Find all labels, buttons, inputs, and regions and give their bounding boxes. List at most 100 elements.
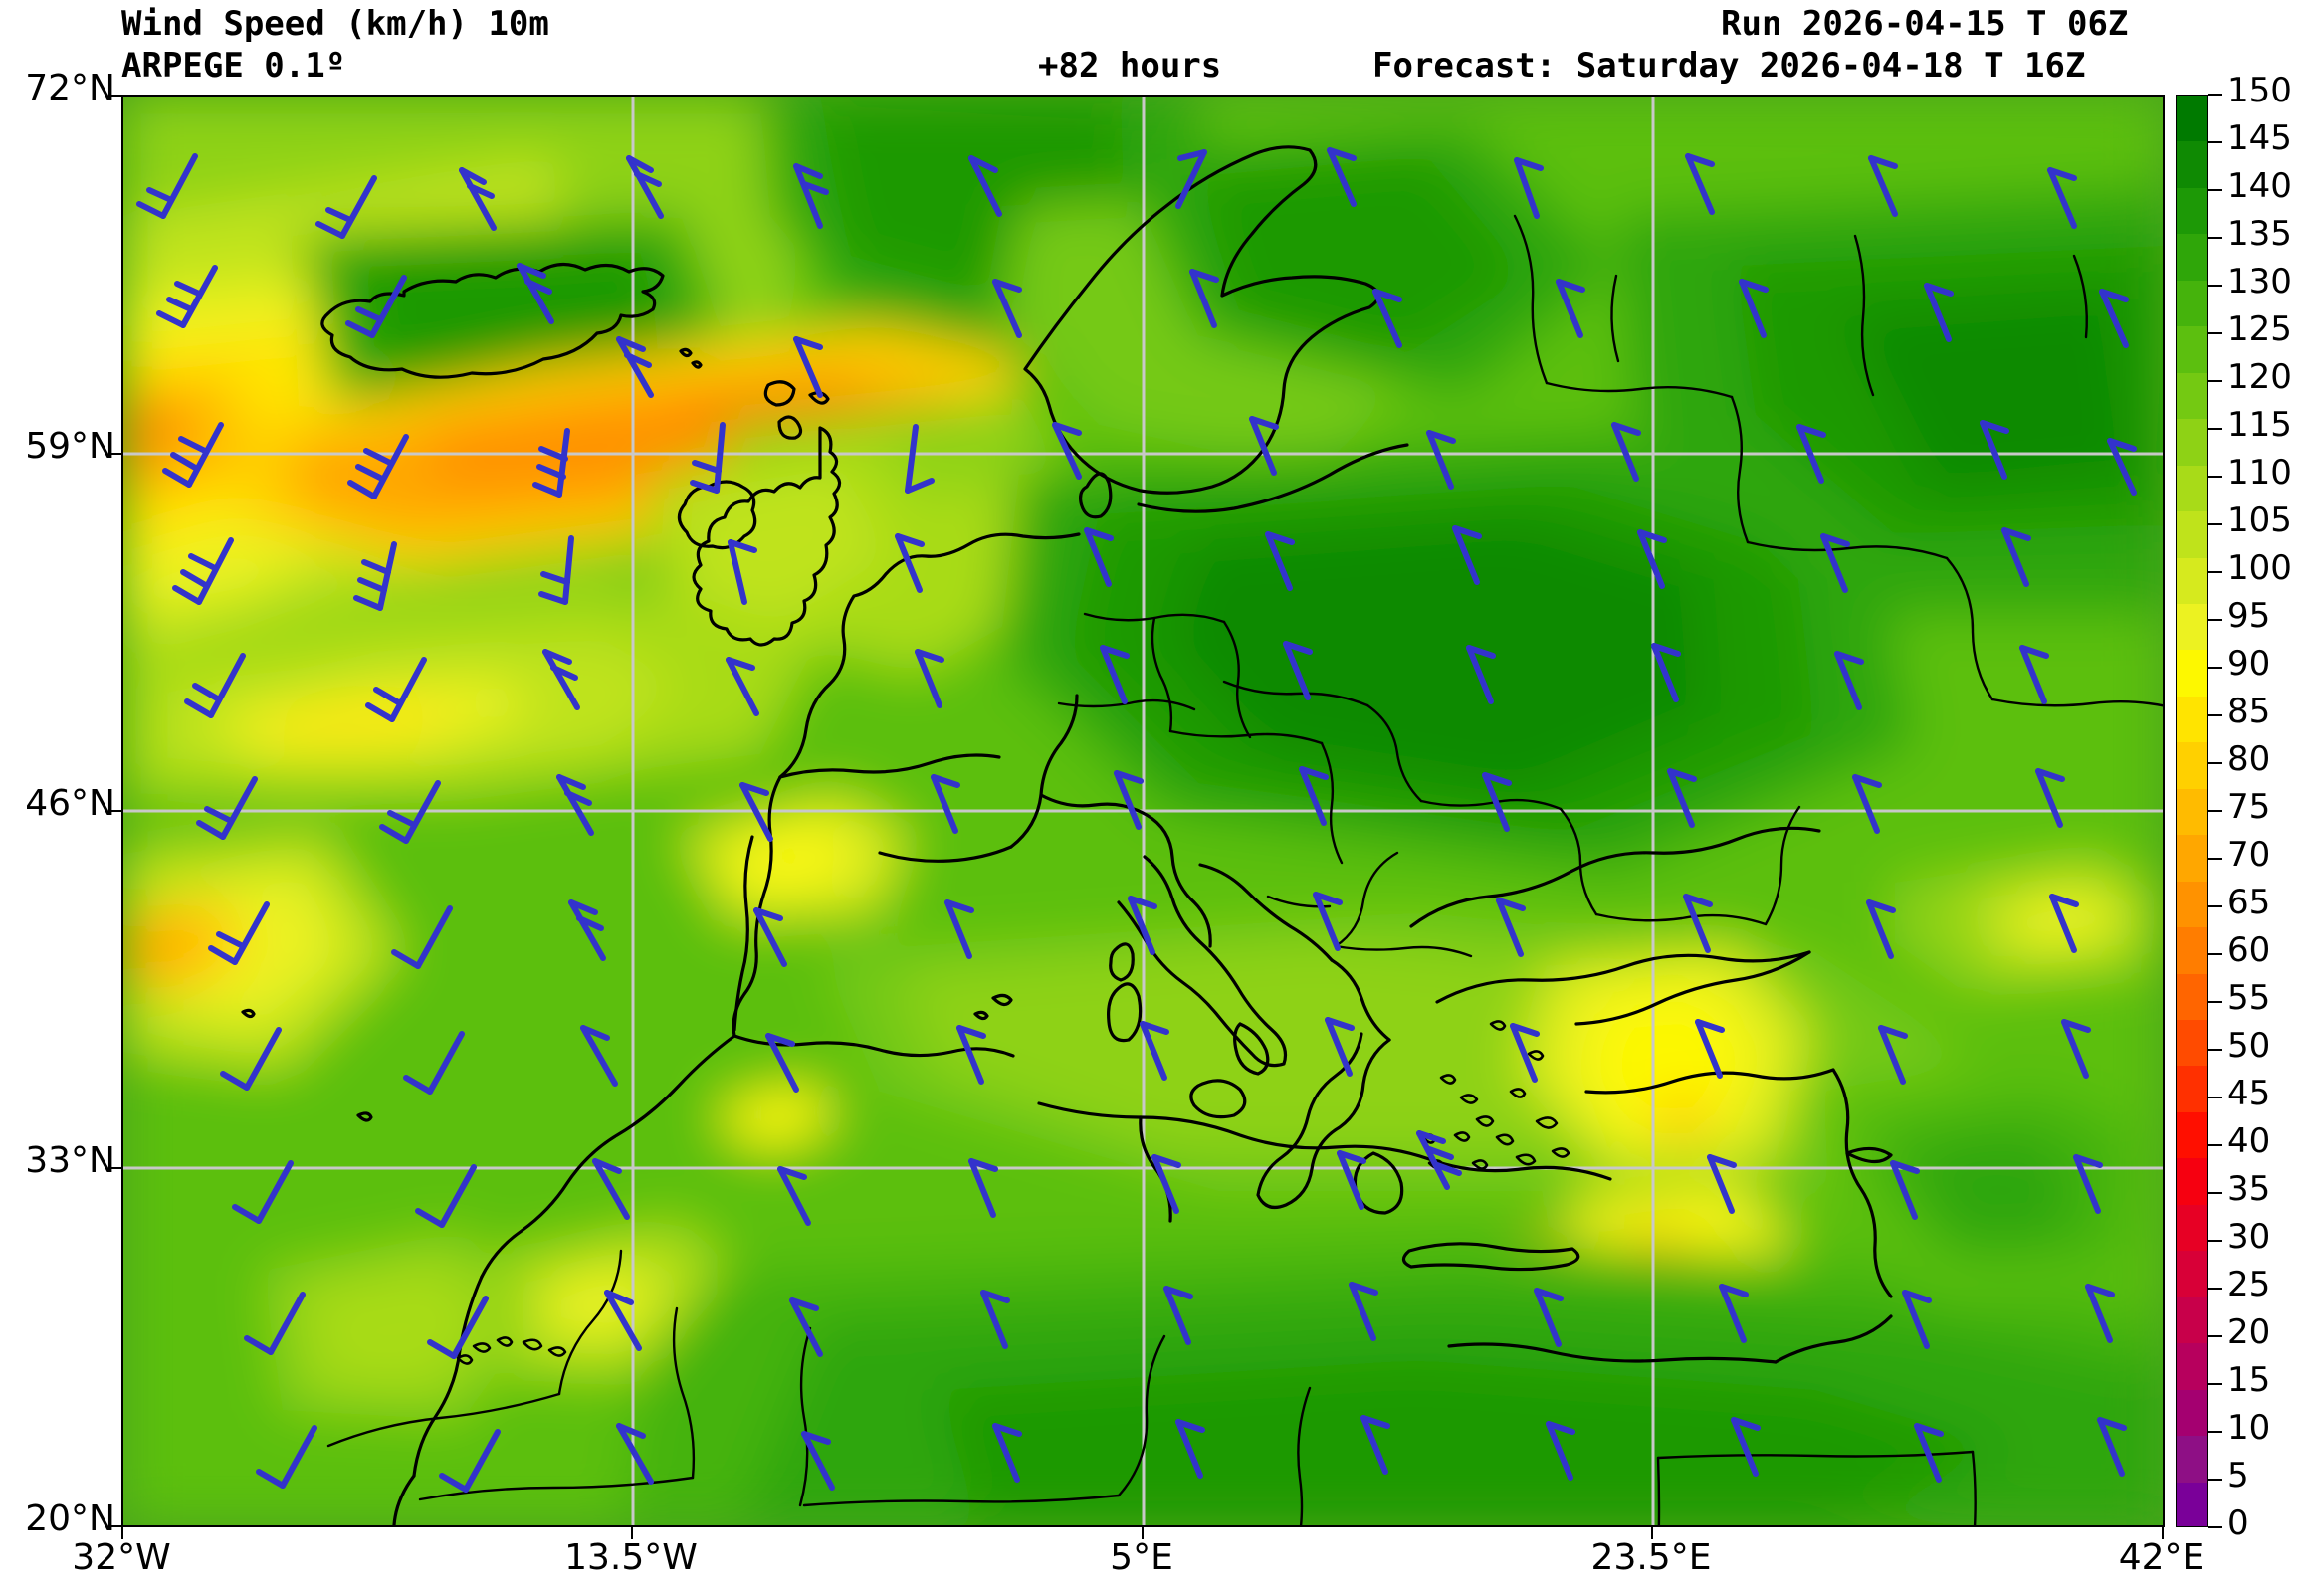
y-tick-label-59n: 59°N [25,426,115,467]
colorbar-tick [2208,1001,2222,1003]
colorbar-tick-label: 145 [2227,118,2292,158]
colorbar-tick-label: 0 [2227,1503,2249,1543]
colorbar-segment [2177,1020,2207,1068]
x-tick-label-13-5w: 13.5°W [564,1537,698,1578]
colorbar-tick-label: 60 [2227,930,2271,970]
colorbar-segment [2177,1482,2207,1526]
colorbar-segment [2177,187,2207,235]
colorbar-segment [2177,1204,2207,1252]
colorbar-tick [2208,1192,2222,1194]
y-tick-33n [109,1167,121,1169]
colorbar-tick-label: 90 [2227,644,2271,684]
x-tick-32w [121,1527,123,1539]
x-tick-5e [1142,1527,1144,1539]
colorbar-tick-label: 35 [2227,1169,2271,1209]
coastlines-and-borders [241,145,2163,1525]
x-tick-label-23-5e: 23.5°E [1590,1537,1712,1578]
colorbar-tick [2208,285,2222,287]
colorbar-segment [2177,927,2207,975]
colorbar-tick-label: 55 [2227,978,2271,1018]
colorbar-segment [2177,973,2207,1021]
x-tick-23-5e [1651,1527,1653,1539]
colorbar-tick-label: 120 [2227,357,2292,397]
y-tick-label-46n: 46°N [25,783,115,824]
colorbar-segment [2177,1251,2207,1298]
y-tick-46n [109,810,121,812]
colorbar-tick [2208,428,2222,430]
colorbar-tick [2208,476,2222,478]
colorbar-tick [2208,571,2222,573]
map-plot-area[interactable] [121,95,2165,1527]
colorbar-segment [2177,1111,2207,1159]
colorbar-tick [2208,1431,2222,1433]
colorbar-tick [2208,1049,2222,1051]
colorbar-segment [2177,465,2207,512]
colorbar-tick-label: 20 [2227,1312,2271,1352]
colorbar-tick [2208,762,2222,764]
colorbar-tick-label: 75 [2227,787,2271,827]
colorbar-segment [2177,419,2207,467]
y-tick-label-33n: 33°N [25,1140,115,1181]
colorbar-tick [2208,714,2222,716]
colorbar-segment [2177,234,2207,282]
colorbar-segment [2177,1343,2207,1391]
colorbar-tick-label: 100 [2227,548,2292,588]
colorbar-tick [2208,1144,2222,1146]
colorbar-segment [2177,742,2207,790]
colorbar[interactable] [2176,95,2208,1527]
colorbar-tick-label: 15 [2227,1360,2271,1400]
colorbar-tick-label: 65 [2227,883,2271,922]
colorbar-tick-label: 45 [2227,1074,2271,1113]
colorbar-tick-label: 105 [2227,500,2292,540]
colorbar-tick-label: 110 [2227,453,2292,493]
colorbar-tick [2208,94,2222,96]
colorbar-segment [2177,1066,2207,1113]
colorbar-tick [2208,953,2222,955]
x-tick-42e [2162,1527,2164,1539]
colorbar-tick [2208,667,2222,669]
colorbar-tick-label: 40 [2227,1121,2271,1161]
colorbar-tick [2208,332,2222,334]
page-title: Wind Speed (km/h) 10m [121,4,549,44]
y-tick-label-72n: 72°N [25,68,115,108]
wind-barbs-layer [136,147,2137,1493]
colorbar-tick [2208,1335,2222,1337]
colorbar-segment [2177,372,2207,420]
y-tick-59n [109,453,121,455]
colorbar-tick [2208,619,2222,621]
colorbar-segment [2177,835,2207,883]
colorbar-tick-label: 140 [2227,166,2292,206]
colorbar-segment [2177,650,2207,698]
colorbar-tick [2208,141,2222,143]
colorbar-tick-label: 50 [2227,1026,2271,1066]
colorbar-segment [2177,603,2207,651]
colorbar-tick-label: 85 [2227,692,2271,731]
model-label: ARPEGE 0.1º [121,46,346,86]
colorbar-tick [2208,810,2222,812]
colorbar-tick [2208,1240,2222,1242]
colorbar-tick [2208,905,2222,907]
colorbar-segment [2177,788,2207,836]
colorbar-segment [2177,141,2207,189]
colorbar-segment [2177,1297,2207,1344]
colorbar-tick [2208,1526,2222,1528]
colorbar-tick-label: 135 [2227,214,2292,254]
colorbar-tick-label: 25 [2227,1265,2271,1304]
colorbar-tick [2208,237,2222,239]
colorbar-tick-label: 70 [2227,835,2271,875]
map-canvas [123,97,2163,1525]
colorbar-segment [2177,96,2207,143]
colorbar-tick-label: 10 [2227,1408,2271,1448]
run-timestamp-label: Run 2026-04-15 T 06Z [1721,4,2129,44]
colorbar-segment [2177,557,2207,605]
forecast-valid-label: Forecast: Saturday 2026-04-18 T 16Z [1372,46,2086,86]
colorbar-segment [2177,1158,2207,1206]
colorbar-segment [2177,1436,2207,1484]
x-tick-label-42e: 42°E [2118,1537,2205,1578]
x-tick-label-5e: 5°E [1110,1537,1173,1578]
colorbar-segment [2177,280,2207,327]
y-tick-72n [109,95,121,97]
colorbar-tick [2208,1383,2222,1385]
colorbar-tick-label: 150 [2227,71,2292,110]
